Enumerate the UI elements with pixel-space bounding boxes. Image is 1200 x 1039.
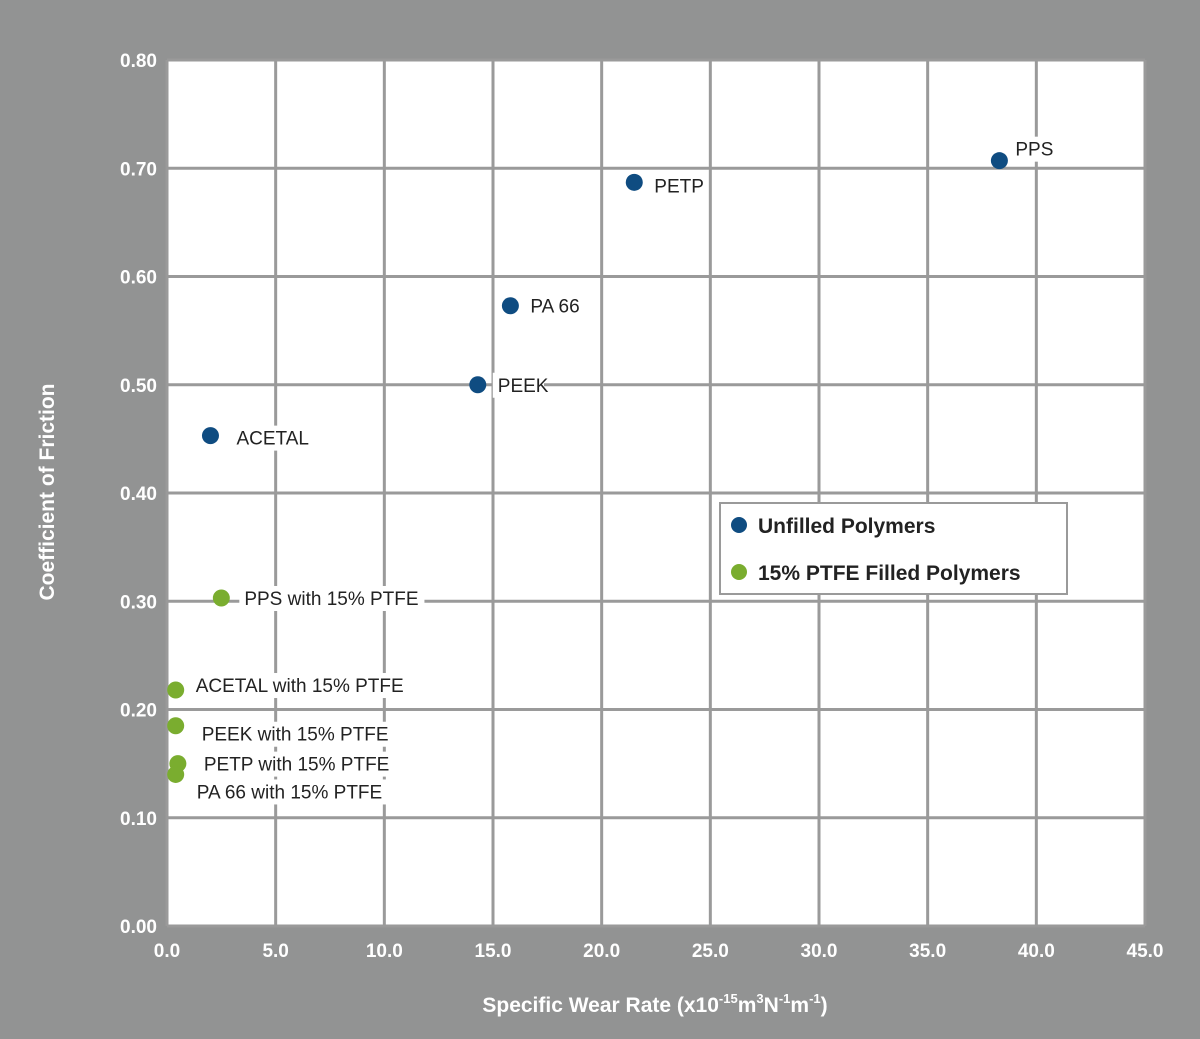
data-point-petp (625, 173, 643, 191)
point-label-pps-with-15-ptfe: PPS with 15% PTFE (244, 589, 418, 610)
legend-swatch-unfilled (731, 517, 747, 533)
data-points (167, 152, 1008, 783)
x-tick-label: 0.0 (154, 941, 180, 962)
point-label-peek: PEEK (498, 376, 549, 397)
x-tick-label: 45.0 (1127, 941, 1164, 962)
point-label-bg (492, 372, 544, 398)
point-label-pps: PPS (1015, 140, 1053, 161)
point-label-bg (198, 751, 395, 777)
x-tick-label: 10.0 (366, 941, 403, 962)
grid-lines (165, 58, 1147, 928)
x-tick-label: 25.0 (692, 941, 729, 962)
y-tick-label: 0.80 (120, 51, 157, 72)
point-label-bg (196, 721, 393, 747)
legend: Unfilled Polymers 15% PTFE Filled Polyme… (719, 502, 1068, 595)
point-label-acetal: ACETAL (236, 429, 309, 450)
point-label-acetal-with-15-ptfe: ACETAL with 15% PTFE (196, 676, 404, 697)
x-tick-label: 40.0 (1018, 941, 1055, 962)
y-tick-label: 0.40 (120, 484, 157, 505)
data-point-peek (469, 376, 487, 394)
legend-box (719, 502, 1068, 595)
x-tick-label: 15.0 (475, 941, 512, 962)
y-tick-label: 0.60 (120, 268, 157, 289)
legend-swatch-ptfe (731, 564, 747, 580)
point-label-bg (525, 293, 587, 319)
x-axis-title: Specific Wear Rate (x10-15m3N-1m-1) (482, 991, 827, 1017)
x-tick-label: 5.0 (262, 941, 288, 962)
tick-labels: 0.0 5.0 10.0 15.0 20.0 25.0 30.0 35.0 40.0 45.0 0.… (120, 51, 1163, 962)
point-label-bg (649, 173, 701, 199)
point-label-bg (239, 586, 425, 612)
y-tick-label: 0.70 (120, 159, 157, 180)
point-label-petp-with-15-ptfe: PETP with 15% PTFE (204, 755, 390, 776)
data-point-pps (990, 152, 1008, 170)
data-point-acetal (201, 427, 219, 445)
point-label-peek-with-15-ptfe: PEEK with 15% PTFE (202, 725, 389, 746)
point-label-bg (191, 779, 398, 805)
y-tick-label: 0.00 (120, 917, 157, 938)
point-label-bg (231, 425, 304, 451)
legend-label-unfilled: Unfilled Polymers (758, 515, 935, 538)
y-tick-label: 0.50 (120, 376, 157, 397)
legend-label-ptfe: 15% PTFE Filled Polymers (758, 562, 1021, 585)
x-tick-label: 35.0 (909, 941, 946, 962)
data-point-acetal-with-15-ptfe (167, 681, 185, 699)
y-tick-label: 0.10 (120, 809, 157, 830)
data-point-peek-with-15-ptfe (167, 717, 185, 735)
x-tick-label: 20.0 (583, 941, 620, 962)
data-point-pps-with-15-ptfe (212, 589, 230, 607)
y-tick-label: 0.30 (120, 592, 157, 613)
point-label-pa-66: PA 66 (530, 297, 579, 318)
x-tick-label: 30.0 (801, 941, 838, 962)
point-label-pa-66-with-15-ptfe: PA 66 with 15% PTFE (197, 782, 383, 803)
point-label-bg (190, 673, 407, 699)
y-axis-title: Coefficient of Friction (36, 384, 59, 601)
point-labels: PPS PETP PA 66 PEEK ACETAL PPS with 15% PTFE A… (190, 136, 1053, 805)
data-point-pa-66 (501, 297, 519, 315)
data-point-pa-66-with-15-ptfe (167, 765, 185, 783)
point-label-bg (1010, 136, 1052, 162)
y-tick-label: 0.20 (120, 701, 157, 722)
point-label-petp: PETP (654, 176, 704, 197)
